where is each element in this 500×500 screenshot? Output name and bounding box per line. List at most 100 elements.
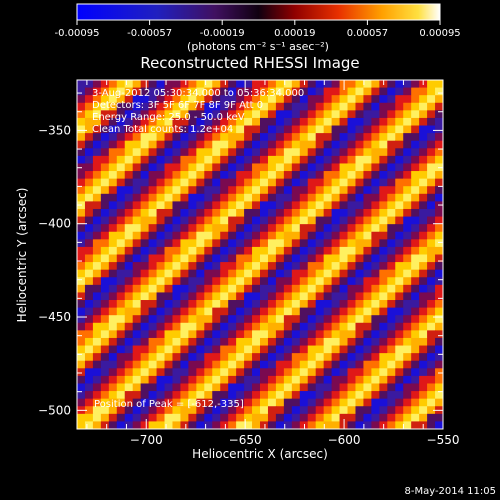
heatmap-cell xyxy=(315,368,325,377)
heatmap-cell xyxy=(77,117,86,127)
heatmap-cell xyxy=(132,148,142,157)
heatmap-cell xyxy=(275,163,285,172)
heatmap-cell xyxy=(387,375,396,385)
heatmap-cell xyxy=(164,246,174,256)
heatmap-cell xyxy=(180,186,189,195)
heatmap-cell xyxy=(116,201,126,210)
heatmap-cell xyxy=(140,216,150,225)
heatmap-cell xyxy=(347,277,357,286)
heatmap-cell xyxy=(164,231,174,240)
heatmap-cell xyxy=(77,345,86,354)
heatmap-cell xyxy=(435,391,443,400)
heatmap-cell xyxy=(156,353,166,362)
heatmap-cell xyxy=(387,337,396,347)
heatmap-cell xyxy=(92,315,102,324)
heatmap-cell xyxy=(275,125,285,134)
heatmap-cell xyxy=(379,208,388,218)
heatmap-cell xyxy=(291,148,301,157)
heatmap-cell xyxy=(275,375,285,385)
heatmap-cell xyxy=(116,102,126,111)
x-axis-label: Heliocentric X (arcsec) xyxy=(192,447,328,461)
heatmap-cell xyxy=(196,80,205,89)
heatmap-cell xyxy=(299,269,309,278)
heatmap-cell xyxy=(148,246,158,256)
heatmap-cell xyxy=(244,102,253,111)
heatmap-cell xyxy=(435,186,443,195)
heatmap-cell xyxy=(315,269,325,278)
heatmap-cell xyxy=(188,246,197,256)
heatmap-cell xyxy=(132,254,142,263)
heatmap-cell xyxy=(84,208,94,218)
heatmap-cell xyxy=(291,231,301,240)
heatmap-cell xyxy=(172,208,182,218)
heatmap-cell xyxy=(363,117,372,127)
heatmap-cell xyxy=(108,133,118,142)
heatmap-cell xyxy=(148,133,158,142)
heatmap-cell xyxy=(339,231,349,240)
heatmap-cell xyxy=(395,406,404,415)
heatmap-cell xyxy=(331,300,341,309)
heatmap-cell xyxy=(244,110,253,119)
heatmap-cell xyxy=(323,87,333,96)
heatmap-cell xyxy=(291,239,301,248)
heatmap-cell xyxy=(132,391,142,400)
heatmap-cell xyxy=(212,330,221,339)
heatmap-cell xyxy=(419,413,428,423)
heatmap-cell xyxy=(180,337,189,347)
heatmap-cell xyxy=(387,398,396,407)
heatmap-cell xyxy=(236,80,245,89)
heatmap-cell xyxy=(411,224,420,233)
heatmap-cell xyxy=(315,406,325,415)
heatmap-cell xyxy=(77,337,86,347)
heatmap-cell xyxy=(291,269,301,278)
heatmap-cell xyxy=(228,224,237,233)
heatmap-cell xyxy=(148,87,158,96)
heatmap-cell xyxy=(323,208,333,218)
heatmap-cell xyxy=(315,87,325,96)
heatmap-cell xyxy=(212,254,221,263)
heatmap-cell xyxy=(196,398,205,407)
heatmap-cell xyxy=(116,406,126,415)
heatmap-cell xyxy=(283,95,293,104)
heatmap-cell xyxy=(108,254,118,263)
heatmap-cell xyxy=(363,315,372,324)
heatmap-cell xyxy=(180,383,189,392)
heatmap-cell xyxy=(315,360,325,369)
heatmap-cell xyxy=(156,398,166,407)
heatmap-cell xyxy=(100,391,110,400)
heatmap-cell xyxy=(124,117,134,127)
heatmap-cell xyxy=(180,148,189,157)
heatmap-cell xyxy=(291,80,301,89)
heatmap-cell xyxy=(307,133,317,142)
heatmap-cell xyxy=(260,216,269,225)
heatmap-cell xyxy=(435,239,443,248)
heatmap-cell xyxy=(291,322,301,331)
heatmap-cell xyxy=(363,368,372,377)
heatmap-cell xyxy=(315,208,325,218)
heatmap-cell xyxy=(132,406,142,415)
heatmap-cell xyxy=(148,375,158,385)
heatmap-cell xyxy=(323,224,333,233)
heatmap-cell xyxy=(315,391,325,400)
heatmap-cell xyxy=(140,406,150,415)
heatmap-cell xyxy=(140,133,150,142)
heatmap-cell xyxy=(267,125,277,134)
heatmap-cell xyxy=(124,254,134,263)
heatmap-cell xyxy=(379,383,388,392)
heatmap-cell xyxy=(132,262,142,271)
heatmap-cell xyxy=(331,375,341,385)
heatmap-cell xyxy=(220,330,229,339)
heatmap-cell xyxy=(283,186,293,195)
heatmap-cell xyxy=(331,315,341,324)
heatmap-cell xyxy=(220,193,229,202)
heatmap-cell xyxy=(395,163,404,172)
heatmap-cell xyxy=(172,345,182,354)
heatmap-cell xyxy=(283,231,293,240)
heatmap-cell xyxy=(196,284,205,294)
heatmap-cell xyxy=(411,300,420,309)
heatmap-cell xyxy=(196,163,205,172)
heatmap-cell xyxy=(244,413,253,423)
heatmap-cell xyxy=(291,224,301,233)
heatmap-cell xyxy=(252,133,261,142)
heatmap-cell xyxy=(371,284,380,294)
